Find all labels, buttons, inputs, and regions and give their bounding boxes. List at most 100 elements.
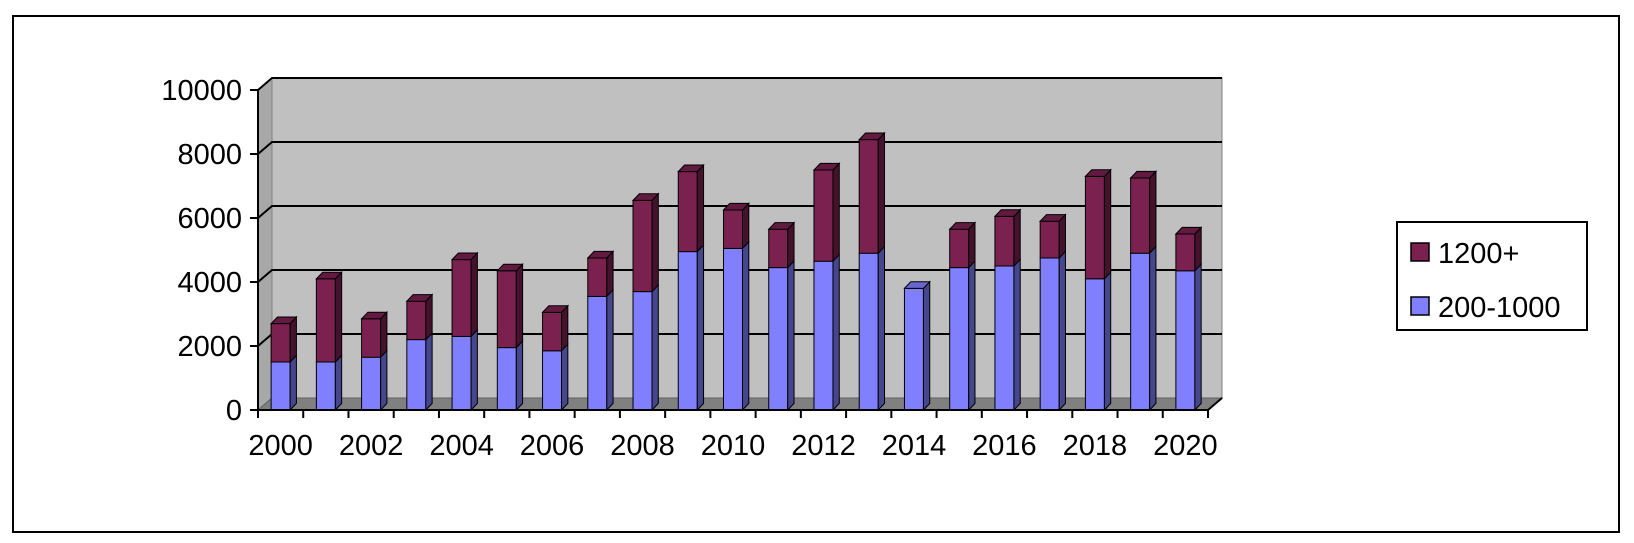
bar-1200--2010 [723, 209, 743, 249]
bar-top-2015 [948, 222, 977, 230]
bar-side-200-1000-2003 [425, 331, 433, 412]
bar-top-2005 [496, 263, 524, 272]
bar-top-2002 [360, 311, 389, 320]
bar-side-200-1000-2007 [606, 288, 614, 412]
bar-side-1200--2010 [742, 202, 750, 250]
bar-top-2019 [1129, 170, 1158, 179]
bar-1200--2002 [361, 318, 382, 358]
bar-side-1200--2003 [425, 293, 433, 341]
bar-side-200-1000-2015 [968, 259, 976, 412]
y-axis-ticks: 0 2000 4000 6000 8000 10000 [161, 75, 258, 427]
bar-1200--2004 [451, 259, 472, 337]
bar-group-2004 [450, 251, 479, 412]
bar-group-2008 [631, 192, 660, 412]
bar-group-2020 [1174, 226, 1203, 412]
bar-200-1000-2005 [496, 347, 517, 411]
bar-200-1000-2008 [632, 291, 653, 411]
x-tick-label: 2006 [520, 430, 585, 462]
bar-200-1000-2000 [270, 361, 291, 411]
bar-top-2020 [1174, 226, 1203, 235]
bar-side-200-1000-2012 [832, 253, 840, 412]
bar-top-2009 [677, 164, 705, 173]
x-axis-depth-line [1207, 397, 1223, 411]
bar-side-1200--2009 [696, 163, 705, 253]
bar-200-1000-2003 [406, 339, 427, 411]
bar-top-2010 [722, 202, 750, 211]
bar-group-2009 [677, 163, 705, 412]
bar-group-2013 [858, 131, 886, 412]
bar-top-2008 [631, 193, 660, 201]
bar-side-1200--2018 [1103, 168, 1112, 281]
bar-top-2014 [903, 281, 931, 289]
gridline [257, 77, 1222, 91]
x-tick-label: 2014 [882, 430, 947, 462]
bar-top-2017 [1038, 214, 1067, 222]
bar-side-200-1000-2009 [696, 243, 705, 412]
bar-200-1000-2020 [1175, 270, 1196, 411]
gridline [257, 205, 1222, 219]
bar-1200--2005 [496, 270, 517, 349]
bar-1200--2001 [315, 278, 336, 363]
bar-1200--2015 [949, 228, 970, 269]
legend-swatch-200-1000 [1410, 296, 1430, 316]
bar-side-200-1000-2011 [787, 259, 795, 412]
bar-200-1000-2017 [1039, 257, 1060, 411]
x-tick-label: 2004 [429, 430, 494, 462]
x-tick-label: 2010 [701, 430, 766, 462]
bar-top-2012 [812, 162, 841, 171]
x-tick-label: 2018 [1063, 430, 1128, 462]
bar-group-2018 [1084, 168, 1112, 412]
bar-top-2013 [858, 132, 886, 141]
gridline [257, 269, 1222, 283]
bar-200-1000-2010 [723, 247, 743, 411]
bar-1200--2019 [1130, 177, 1151, 254]
bar-1200--2008 [632, 199, 653, 293]
bar-side-200-1000-2013 [877, 245, 886, 412]
bar-200-1000-2007 [587, 295, 608, 411]
bar-200-1000-2011 [768, 267, 789, 411]
bar-1200--2012 [813, 169, 834, 262]
legend-label-200-1000: 200-1000 [1438, 292, 1561, 324]
bar-top-2011 [767, 222, 796, 230]
bar-group-2003 [405, 293, 434, 412]
bar-side-200-1000-2004 [470, 328, 478, 412]
bar-200-1000-2016 [994, 265, 1015, 411]
bar-group-2014 [903, 280, 931, 412]
bar-top-2003 [405, 294, 434, 302]
bar-side-200-1000-2019 [1149, 245, 1157, 412]
axes [257, 90, 1223, 411]
bar-group-2011 [767, 221, 796, 412]
bar-side-1200--2006 [561, 304, 569, 353]
bar-side-1200--2000 [289, 315, 297, 364]
x-tick-label: 2020 [1153, 430, 1218, 462]
bar-side-1200--2004 [470, 251, 478, 338]
bar-1200--2018 [1084, 175, 1105, 280]
bar-side-200-1000-2014 [922, 280, 931, 412]
bar-side-1200--2002 [380, 310, 388, 359]
bar-group-2016 [993, 208, 1022, 412]
legend-swatch-1200- [1410, 242, 1430, 262]
bar-side-1200--2001 [334, 270, 343, 364]
bar-side-1200--2013 [877, 131, 886, 255]
bar-side-200-1000-2000 [289, 354, 297, 412]
bar-1200--2007 [587, 257, 608, 297]
bar-top-2007 [586, 250, 615, 259]
bar-side-200-1000-2005 [515, 339, 524, 412]
x-tick-label: 2016 [972, 430, 1037, 462]
bar-200-1000-2014 [903, 287, 924, 411]
bar-group-2007 [586, 250, 615, 412]
bar-top-2006 [541, 305, 570, 313]
bar-group-2012 [812, 162, 841, 412]
x-axis-ticks: 2000 2002 2004 2006 2008 2010 2012 2014 2016 2018… [248, 410, 1218, 462]
bar-side-200-1000-2010 [742, 240, 750, 412]
bar-group-2001 [315, 270, 343, 412]
bar-side-1200--2017 [1058, 213, 1066, 260]
y-tick-label: 4000 [177, 267, 242, 299]
x-tick-label: 2002 [339, 430, 404, 462]
bar-group-2015 [948, 221, 977, 412]
bar-group-2017 [1038, 213, 1067, 412]
bar-side-1200--2020 [1194, 226, 1202, 273]
bar-200-1000-2018 [1084, 278, 1105, 411]
bar-200-1000-2001 [315, 361, 336, 411]
